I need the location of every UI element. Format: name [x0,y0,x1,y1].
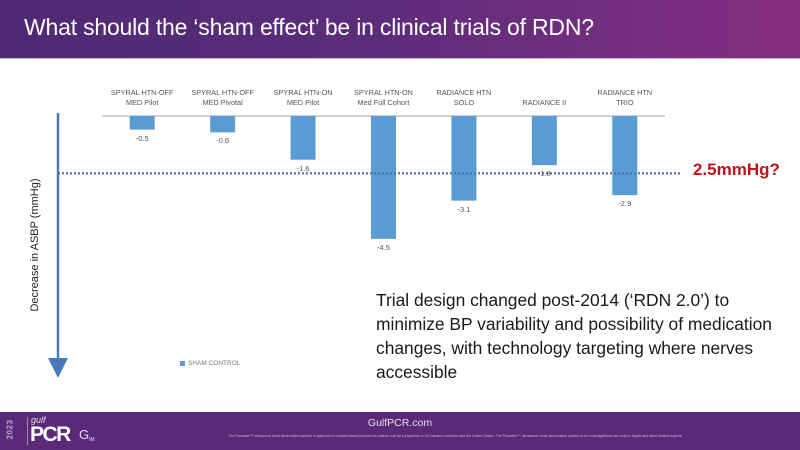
slide-note: Trial design changed post-2014 (‘RDN 2.0… [376,290,772,382]
category-label-line: MED Pivotal [202,98,243,107]
bar-chart: SPYRAL HTN-OFF MED Pilot SPYRAL HTN-OFF MED… [0,58,800,408]
logo-gulf: gulf [31,415,46,425]
category-label-line: MED Pilot [286,98,320,107]
category-label: SPYRAL HTN-ON Med Full Cohort [339,88,429,108]
reference-callout: 2.5mmHg? [693,160,780,179]
bar [451,116,477,201]
footer-site: GulfPCR.com [367,417,433,429]
footer: GulfPCR.com The Paradise™ ultrasound ren… [0,412,800,450]
value-label: -0.6 [216,136,230,146]
category-label-line: RADIANCE HTN [436,88,492,97]
category-label-line: SPYRAL HTN-ON [354,88,413,97]
logo-separator [27,417,28,445]
bar [371,116,396,239]
category-label: SPYRAL HTN-OFF MED Pilot [97,88,187,108]
value-label: -1.6 [296,163,310,173]
bar [531,116,557,166]
category-label-line: RADIANCE II [522,98,567,107]
category-label: SPYRAL HTN-OFF MED Pivotal [178,88,268,108]
slide-header: What should the ‘sham effect’ be in clin… [0,0,800,59]
footer-disclaimer: The Paradise™ ultrasound renal denervati… [228,434,683,438]
category-label-line: MED Pilot [125,98,159,107]
bar [210,116,236,133]
y-axis-label: Decrease in ASBP (mmHg) [29,178,41,312]
category-label-line: SPYRAL HTN-OFF [110,88,174,97]
value-label: -3.1 [457,204,471,214]
category-label-line: SPYRAL HTN-OFF [191,88,254,97]
slide-title: What should the ‘sham effect’ be in clin… [24,14,594,40]
legend-swatch [180,361,185,366]
category-label: RADIANCE II [499,98,589,108]
bar [290,116,316,160]
category-label: RADIANCE HTN SOLO [419,88,509,108]
category-label-line: SPYRAL HTN-ON [273,88,333,97]
value-label: -0.5 [135,133,149,143]
category-label-line: SOLO [453,98,475,107]
legend-label: SHAM CONTROL [188,360,241,367]
logo-pcr: PCR [30,423,71,446]
bar [129,116,155,130]
value-label: -4.5 [377,242,390,252]
category-label: RADIANCE HTN TRIO [580,88,670,108]
category-label: SPYRAL HTN-ON MED Pilot [258,88,348,108]
bar [612,116,638,196]
category-label-line: RADIANCE HTN [597,88,653,97]
category-label-line: TRIO [616,98,634,107]
logo-year: 2023 [5,419,15,440]
logo-gim: G [79,427,90,442]
value-label: -2.9 [618,199,632,209]
logo-gim-small: IM [89,437,95,443]
category-label-line: Med Full Cohort [357,98,410,107]
gulfpcr-logo: 2023 gulf PCR G IM [5,415,116,447]
value-label: -1.8 [537,169,551,179]
chart-legend: SHAM CONTROL [180,360,240,367]
